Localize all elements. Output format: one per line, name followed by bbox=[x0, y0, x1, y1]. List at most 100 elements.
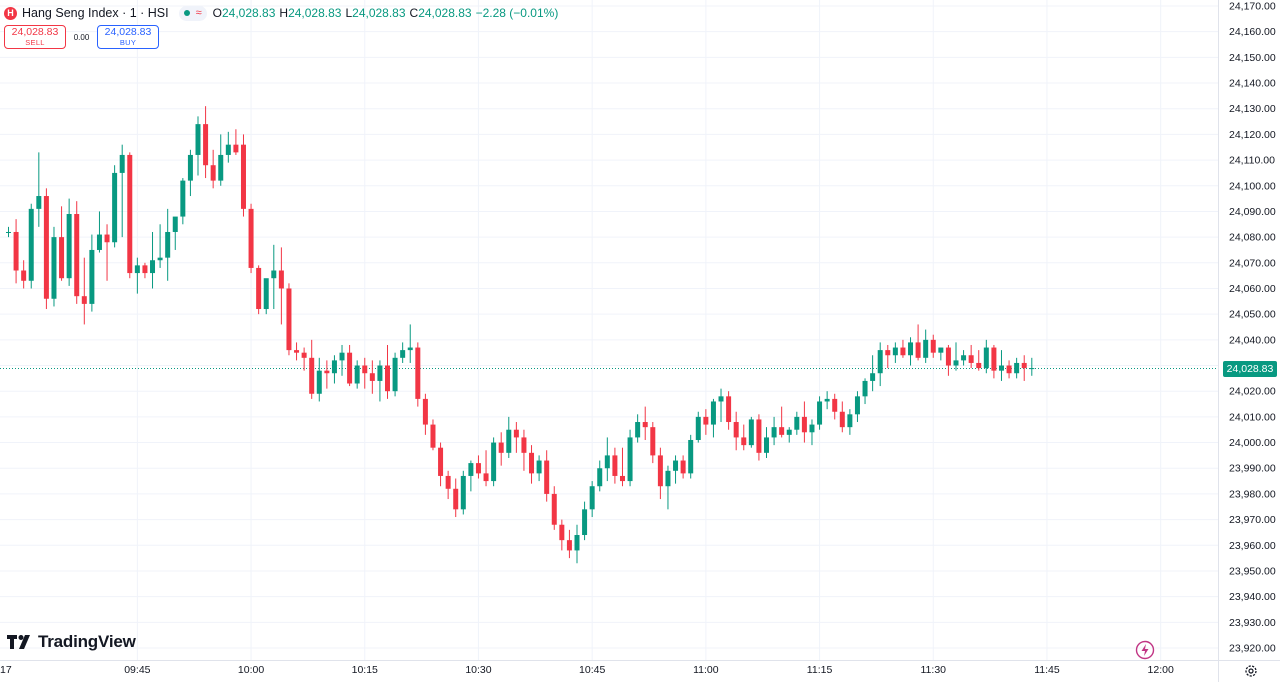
spread-value: 0.00 bbox=[73, 32, 90, 42]
candle bbox=[104, 224, 110, 281]
buy-button[interactable]: 24,028.83 BUY bbox=[97, 25, 159, 49]
candle-body bbox=[824, 398, 830, 402]
candles-series bbox=[6, 106, 1035, 564]
candle bbox=[604, 437, 610, 482]
tradingview-logo-icon bbox=[7, 635, 30, 649]
candle-body bbox=[81, 296, 87, 304]
candle-body bbox=[680, 460, 686, 474]
candle bbox=[498, 432, 504, 466]
candle-body bbox=[59, 237, 65, 279]
candle bbox=[415, 342, 421, 407]
candle-body bbox=[248, 208, 254, 268]
candle-body bbox=[233, 144, 239, 153]
candle bbox=[187, 149, 193, 197]
candle bbox=[51, 226, 57, 307]
candle-body bbox=[574, 535, 580, 551]
candle bbox=[1029, 357, 1035, 376]
candle-body bbox=[460, 475, 466, 510]
y-tick-label: 24,020.00 bbox=[1229, 386, 1276, 398]
close-label: C bbox=[409, 6, 419, 20]
candle-body bbox=[915, 342, 921, 358]
candle-body bbox=[104, 234, 110, 243]
candle bbox=[551, 486, 557, 530]
candle bbox=[733, 411, 739, 451]
candle-body bbox=[112, 172, 118, 243]
candle bbox=[680, 455, 686, 479]
candle bbox=[529, 445, 535, 484]
candle-body bbox=[134, 265, 140, 274]
flash-alert-icon[interactable] bbox=[1135, 640, 1155, 660]
candle-body bbox=[733, 422, 739, 438]
candle-body bbox=[529, 452, 535, 474]
y-tick-label: 23,920.00 bbox=[1229, 643, 1276, 655]
settings-gear-icon[interactable] bbox=[1244, 664, 1258, 678]
y-tick-label: 23,930.00 bbox=[1229, 617, 1276, 629]
candle bbox=[582, 501, 588, 541]
time-axis[interactable]: 09:45 10:00 10:15 10:30 10:45 11:00 11:15 11:30… bbox=[0, 660, 1280, 677]
low-value: 24,028.83 bbox=[352, 6, 406, 20]
y-tick-label: 24,150.00 bbox=[1229, 52, 1276, 64]
candle-body bbox=[877, 350, 883, 374]
symbol-title[interactable]: Hang Seng Index · 1 · HSI bbox=[22, 6, 169, 20]
candle-body bbox=[900, 347, 906, 356]
candle-body bbox=[847, 414, 853, 428]
buy-label: BUY bbox=[119, 38, 137, 47]
candle bbox=[294, 342, 300, 361]
candle bbox=[180, 178, 186, 225]
candle-body bbox=[983, 347, 989, 369]
tradingview-logo[interactable]: TradingView bbox=[7, 632, 136, 652]
candle-body bbox=[157, 257, 163, 261]
candle bbox=[915, 324, 921, 361]
candle bbox=[854, 391, 860, 423]
candle-body bbox=[316, 370, 322, 394]
candle bbox=[316, 357, 322, 402]
price-axis[interactable]: 24,170.00 24,160.00 24,150.00 24,140.00 24,1… bbox=[1218, 0, 1276, 682]
logo-text: TradingView bbox=[38, 632, 136, 651]
candle-body bbox=[764, 437, 769, 453]
candle bbox=[36, 152, 42, 227]
candle bbox=[248, 203, 254, 274]
y-tick-label: 24,120.00 bbox=[1229, 129, 1276, 141]
candle-body bbox=[862, 380, 868, 397]
y-tick-label: 24,000.00 bbox=[1229, 437, 1276, 449]
candle-body bbox=[968, 355, 974, 363]
last-price-label: 24,028.83 bbox=[1223, 360, 1277, 377]
sell-button[interactable]: 24,028.83 SELL bbox=[4, 25, 66, 49]
candle bbox=[673, 455, 679, 484]
candle bbox=[832, 393, 838, 420]
low-label: L bbox=[345, 6, 353, 20]
y-tick-label: 24,170.00 bbox=[1229, 1, 1276, 13]
candle-body bbox=[726, 396, 732, 423]
x-tick-label: 11:45 bbox=[1034, 664, 1060, 676]
candle bbox=[96, 211, 102, 253]
candle bbox=[930, 334, 936, 358]
candle-body bbox=[240, 144, 246, 209]
candle-body bbox=[309, 357, 315, 394]
candle bbox=[354, 360, 360, 389]
candle-body bbox=[809, 424, 815, 433]
candle bbox=[400, 342, 406, 363]
candle-body bbox=[718, 396, 724, 402]
candle bbox=[642, 406, 648, 440]
candle-body bbox=[483, 473, 489, 482]
candle bbox=[589, 481, 595, 518]
candle-body bbox=[551, 493, 557, 525]
candle-body bbox=[377, 365, 383, 381]
candle-body bbox=[324, 370, 330, 374]
candle bbox=[771, 416, 777, 446]
candle bbox=[908, 337, 914, 366]
candle bbox=[513, 422, 519, 453]
quick-trade-panel: 24,028.83 SELL 0.00 24,028.83 BUY bbox=[4, 25, 159, 49]
candle bbox=[468, 460, 474, 492]
y-tick-label: 24,160.00 bbox=[1229, 26, 1276, 38]
market-status-pill[interactable]: ≈ bbox=[178, 5, 207, 21]
candle-body bbox=[1029, 368, 1035, 370]
candle bbox=[544, 450, 550, 502]
candle-body bbox=[203, 124, 209, 166]
candle-body bbox=[544, 460, 550, 494]
candle-body bbox=[536, 460, 542, 474]
candle bbox=[703, 409, 709, 435]
candle bbox=[203, 106, 209, 179]
candle-body bbox=[513, 429, 519, 438]
